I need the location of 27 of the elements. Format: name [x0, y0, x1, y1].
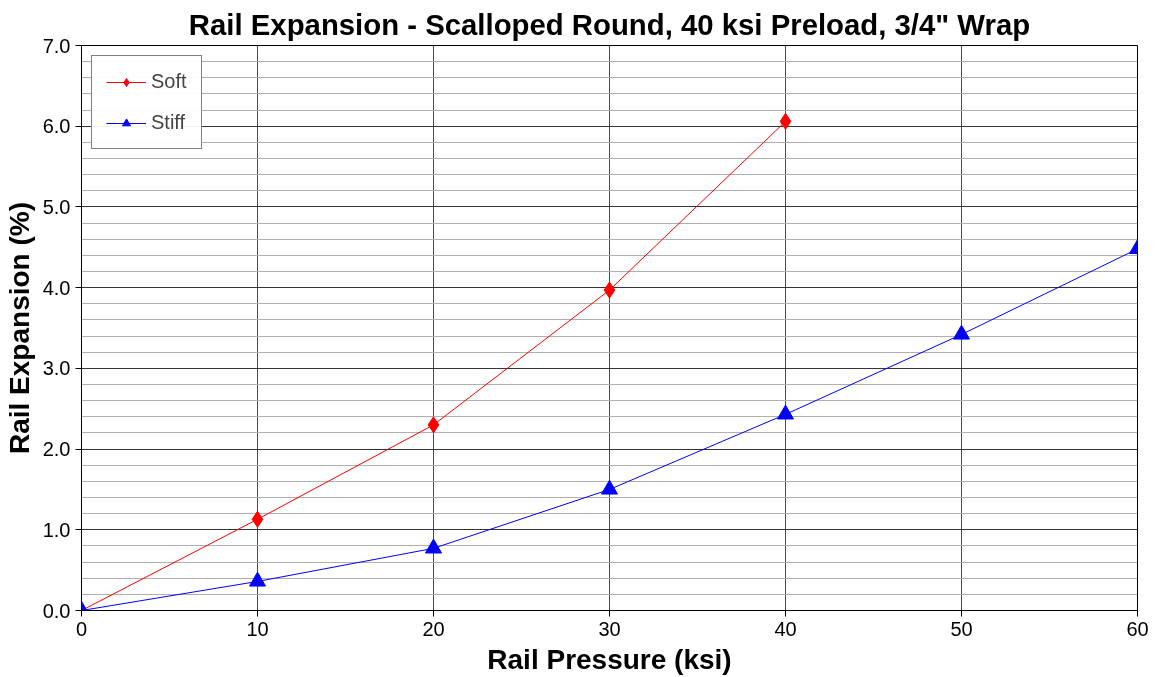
y-tick-label: 5.0	[42, 195, 71, 218]
y-tick-label: 3.0	[42, 357, 71, 380]
x-axis-title: Rail Pressure (ksi)	[487, 643, 732, 675]
point	[601, 479, 618, 495]
x-tick-label: 50	[950, 617, 973, 640]
y-tick-label: 0.0	[42, 599, 71, 622]
y-axis-title: Rail Expansion (%)	[3, 201, 35, 455]
x-tick-label: 10	[246, 617, 269, 640]
point	[777, 404, 794, 420]
point	[249, 571, 266, 587]
y-tick-label: 1.0	[42, 518, 71, 541]
y-tick-label: 2.0	[42, 438, 71, 461]
chart-title: Rail Expansion - Scalloped Round, 40 ksi Preload, 3/4" Wrap	[188, 7, 1031, 41]
x-tick-label: 20	[422, 617, 445, 640]
point	[953, 324, 970, 340]
x-tick-label: 40	[774, 617, 797, 640]
point	[603, 281, 616, 299]
point	[425, 538, 442, 554]
x-tick-label: 0	[75, 617, 88, 640]
x-tick-label: 60	[1126, 617, 1149, 640]
x-tick-label: 30	[598, 617, 621, 640]
y-tick-label: 7.0	[42, 34, 71, 57]
y-tick-label: 4.0	[42, 276, 71, 299]
legend-label: Stiff	[151, 111, 186, 134]
point	[779, 112, 792, 130]
y-tick-label: 6.0	[42, 115, 71, 138]
legend-label: Soft	[151, 70, 187, 93]
